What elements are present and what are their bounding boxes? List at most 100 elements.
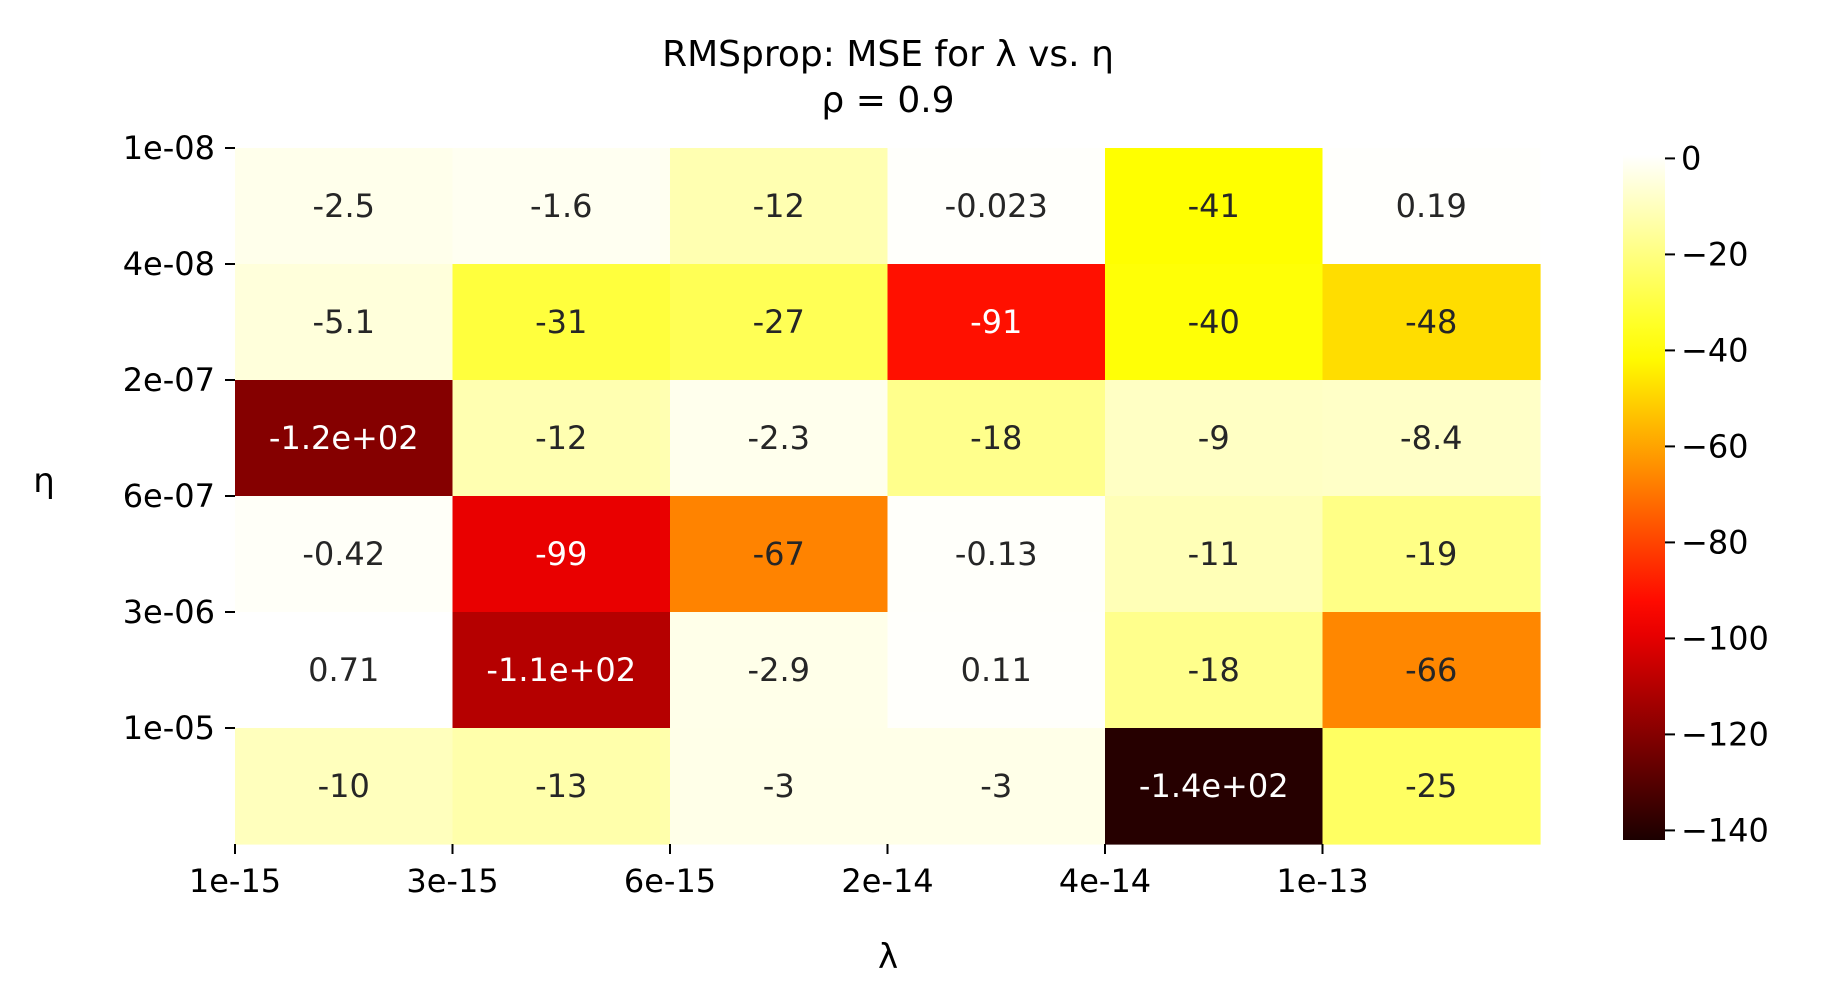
heatmap-cell: [670, 380, 889, 497]
heatmap-cell: [670, 264, 889, 381]
colorbar-tick-label: −100: [1681, 619, 1769, 657]
cell-annotation: -0.42: [302, 535, 385, 573]
cell-annotation: -1.6: [530, 187, 592, 225]
x-tick-label: 6e-15: [624, 862, 716, 900]
y-tick-label: 6e-07: [123, 477, 215, 515]
cell-annotation: -31: [535, 303, 587, 341]
heatmap-cell: [235, 148, 454, 265]
heatmap-cell: [235, 728, 454, 845]
heatmap-cell: [452, 728, 671, 845]
y-tick-label: 2e-07: [123, 361, 215, 399]
heatmap-cell: [887, 612, 1106, 729]
cell-annotation: -19: [1405, 535, 1457, 573]
heatmap-cell: [452, 148, 671, 265]
heatmap-cell: [1322, 264, 1541, 381]
colorbar-tick-label: −120: [1681, 715, 1769, 753]
heatmap-cells: -2.5 -1.6 -12 -0.023 -41 0.19 -5.1 -31 -27 -91 -40…: [235, 148, 1541, 845]
cell-annotation: -8.4: [1400, 419, 1462, 457]
x-tick-label: 1e-15: [189, 862, 281, 900]
cell-annotation: 0.11: [961, 651, 1032, 689]
cell-annotation: -2.9: [748, 651, 810, 689]
x-axis-label: λ: [878, 937, 898, 977]
heatmap-cell: [1322, 148, 1541, 265]
chart-title: RMSprop: MSE for λ vs. η: [662, 34, 1114, 75]
heatmap-cell: [887, 380, 1106, 497]
cell-annotation: -66: [1405, 651, 1457, 689]
cell-annotation: -41: [1188, 187, 1240, 225]
cell-annotation: 0.71: [308, 651, 379, 689]
colorbar-tick-label: −60: [1681, 427, 1749, 465]
heatmap-cell: [887, 148, 1106, 265]
heatmap-cell: [235, 612, 454, 729]
y-tick-label: 1e-08: [123, 129, 215, 167]
heatmap-cell: [1322, 612, 1541, 729]
cell-annotation: -5.1: [313, 303, 375, 341]
cell-annotation: -0.023: [945, 187, 1048, 225]
cell-annotation: -3: [763, 767, 795, 805]
x-tick-label: 1e-13: [1276, 862, 1368, 900]
x-tick-label: 3e-15: [406, 862, 498, 900]
y-tick-label: 1e-05: [123, 709, 215, 747]
y-axis-label: η: [33, 461, 55, 501]
cell-annotation: -9: [1198, 419, 1230, 457]
cell-annotation: -27: [753, 303, 805, 341]
x-tick-label: 2e-14: [841, 862, 933, 900]
heatmap-cell: [1105, 496, 1324, 613]
cell-annotation: -12: [535, 419, 587, 457]
cell-annotation: -2.3: [748, 419, 810, 457]
cell-annotation: -10: [318, 767, 370, 805]
heatmap-cell: [1322, 728, 1541, 845]
heatmap-cell: [670, 496, 889, 613]
cell-annotation: -1.4e+02: [1139, 767, 1289, 805]
heatmap-cell: [1322, 496, 1541, 613]
cell-annotation: -18: [970, 419, 1022, 457]
y-axis: 1e-08 4e-08 2e-07 6e-07 3e-06 1e-05: [123, 129, 235, 747]
x-tick-label: 4e-14: [1059, 862, 1151, 900]
heatmap-cell: [235, 264, 454, 381]
heatmap-cell: [887, 496, 1106, 613]
cell-annotation: -0.13: [955, 535, 1038, 573]
heatmap-cell: [887, 264, 1106, 381]
heatmap-cell: [235, 496, 454, 613]
x-axis: 1e-15 3e-15 6e-15 2e-14 4e-14 1e-13: [189, 844, 1369, 900]
heatmap-cell: [887, 728, 1106, 845]
heatmap-cell: [1322, 380, 1541, 497]
cell-annotation: -1.1e+02: [486, 651, 636, 689]
y-tick-label: 4e-08: [123, 245, 215, 283]
heatmap-cell: [452, 380, 671, 497]
heatmap-cell: [670, 728, 889, 845]
heatmap-cell: [1105, 728, 1324, 845]
heatmap-cell: [1105, 264, 1324, 381]
cell-annotation: -18: [1188, 651, 1240, 689]
colorbar-tick-label: −40: [1681, 331, 1749, 369]
colorbar: 0 −20 −40 −60 −80 −100 −120 −140: [1623, 139, 1769, 849]
colorbar-tick-label: −80: [1681, 523, 1749, 561]
colorbar-tick-label: −140: [1681, 811, 1769, 849]
cell-annotation: -13: [535, 767, 587, 805]
heatmap-cell: [670, 612, 889, 729]
heatmap-cell: [452, 264, 671, 381]
cell-annotation: -2.5: [313, 187, 375, 225]
heatmap-cell: [1105, 380, 1324, 497]
heatmap-cell: [452, 496, 671, 613]
cell-annotation: -3: [980, 767, 1012, 805]
cell-annotation: -40: [1188, 303, 1240, 341]
heatmap-cell: [670, 148, 889, 265]
cell-annotation: -91: [970, 303, 1022, 341]
colorbar-gradient: [1623, 155, 1665, 840]
colorbar-tick-label: 0: [1681, 139, 1701, 177]
cell-annotation: -48: [1405, 303, 1457, 341]
cell-annotation: 0.19: [1396, 187, 1467, 225]
cell-annotation: -25: [1405, 767, 1457, 805]
chart-subtitle: ρ = 0.9: [821, 80, 954, 121]
cell-annotation: -99: [535, 535, 587, 573]
y-tick-label: 3e-06: [123, 593, 215, 631]
heatmap-cell: [1105, 612, 1324, 729]
heatmap-cell: [235, 380, 454, 497]
cell-annotation: -12: [753, 187, 805, 225]
heatmap-cell: [452, 612, 671, 729]
cell-annotation: -1.2e+02: [269, 419, 419, 457]
colorbar-tick-label: −20: [1681, 235, 1749, 273]
